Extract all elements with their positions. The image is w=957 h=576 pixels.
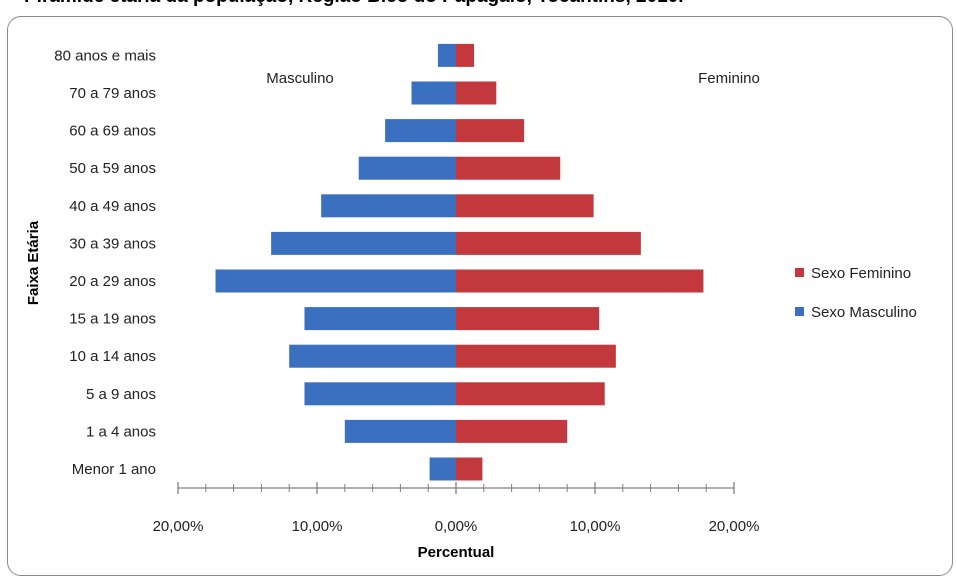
chart-frame — [7, 16, 953, 576]
category-label-30-a-39-anos: 30 a 39 anos — [69, 235, 156, 252]
chart-title: Pirâmide etária da população, Região Bic… — [24, 0, 957, 8]
legend-swatch-sexo-masculino — [795, 307, 804, 316]
bar-feminino-30-a-39-anos — [456, 231, 641, 255]
category-label-menor-1-ano: Menor 1 ano — [72, 461, 156, 478]
bar-feminino-40-a-49-anos — [456, 194, 594, 218]
category-label-15-a-19-anos: 15 a 19 anos — [69, 311, 156, 328]
category-label-5-a-9-anos: 5 a 9 anos — [86, 386, 156, 403]
x-axis-label: Percentual — [418, 544, 495, 561]
legend: Sexo Feminino Sexo Masculino — [795, 265, 917, 321]
bar-feminino-1-a-4-anos — [456, 419, 568, 443]
legend-label-sexo-feminino: Sexo Feminino — [811, 265, 911, 282]
x-tick-label: 10,00% — [570, 518, 621, 535]
category-labels: Menor 1 ano 1 a 4 anos 5 a 9 anos 10 a 14 a… — [54, 47, 156, 478]
bar-masculino-20-a-29-anos — [215, 269, 456, 293]
bar-masculino-5-a-9-anos — [304, 382, 456, 406]
category-label-70-a-79-anos: 70 a 79 anos — [69, 85, 156, 102]
bar-feminino-15-a-19-anos — [456, 307, 600, 331]
bar-masculino-60-a-69-anos — [385, 119, 456, 143]
bar-feminino-20-a-29-anos — [456, 269, 704, 293]
annotation-feminino: Feminino — [698, 70, 760, 87]
category-label-80-anos-e-mais: 80 anos e mais — [54, 47, 156, 64]
bar-feminino-10-a-14-anos — [456, 344, 616, 368]
annotation-masculino: Masculino — [266, 70, 334, 87]
bar-masculino-30-a-39-anos — [271, 231, 456, 255]
bar-feminino-60-a-69-anos — [456, 119, 525, 143]
bar-masculino-70-a-79-anos — [411, 81, 456, 105]
bar-feminino-80-anos-e-mais — [456, 43, 475, 67]
x-tick-label: 10,00% — [292, 518, 343, 535]
bar-feminino-5-a-9-anos — [456, 382, 605, 406]
bar-masculino-40-a-49-anos — [321, 194, 456, 218]
category-label-40-a-49-anos: 40 a 49 anos — [69, 198, 156, 215]
category-label-10-a-14-anos: 10 a 14 anos — [69, 348, 156, 365]
bar-masculino-80-anos-e-mais — [437, 43, 456, 67]
bar-feminino-70-a-79-anos — [456, 81, 497, 105]
bar-feminino-50-a-59-anos — [456, 156, 561, 180]
legend-label-sexo-masculino: Sexo Masculino — [811, 304, 917, 321]
x-tick-label: 20,00% — [153, 518, 204, 535]
bar-masculino-1-a-4-anos — [344, 419, 456, 443]
bar-masculino-10-a-14-anos — [289, 344, 456, 368]
category-label-20-a-29-anos: 20 a 29 anos — [69, 273, 156, 290]
category-label-60-a-69-anos: 60 a 69 anos — [69, 123, 156, 140]
bars-layer — [215, 43, 704, 481]
y-axis-label: Faixa Etária — [25, 220, 42, 305]
legend-swatch-sexo-feminino — [795, 268, 804, 277]
bar-masculino-15-a-19-anos — [304, 307, 456, 331]
x-tick-label: 0,00% — [435, 518, 478, 535]
category-label-1-a-4-anos: 1 a 4 anos — [86, 423, 156, 440]
bar-masculino-50-a-59-anos — [358, 156, 456, 180]
x-ticks: 20,00% 10,00% 0,00% 10,00% 20,00% — [153, 482, 760, 535]
bar-feminino-menor-1-ano — [456, 457, 483, 481]
category-label-50-a-59-anos: 50 a 59 anos — [69, 160, 156, 177]
x-tick-label: 20,00% — [709, 518, 760, 535]
bar-masculino-menor-1-ano — [429, 457, 456, 481]
